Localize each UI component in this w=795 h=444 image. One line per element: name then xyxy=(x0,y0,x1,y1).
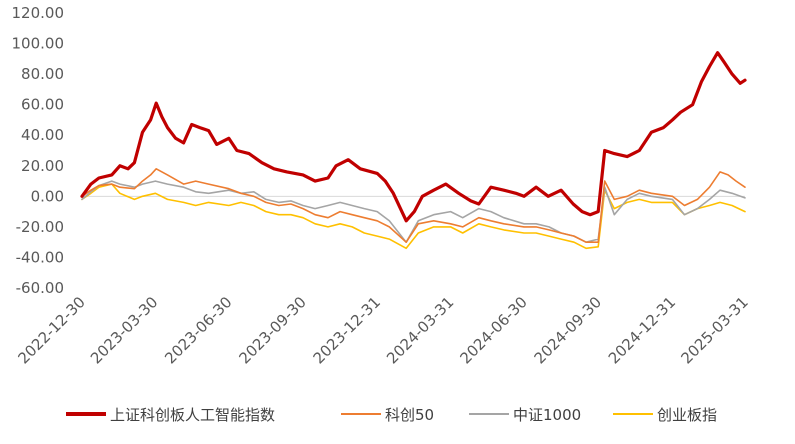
y-tick-label: 40.00 xyxy=(21,126,64,144)
x-tick-label: 2023-03-30 xyxy=(87,293,161,367)
x-tick-label: 2024-06-30 xyxy=(456,293,530,367)
x-tick-label: 2023-06-30 xyxy=(161,293,235,367)
y-tick-label: 120.00 xyxy=(12,4,65,22)
y-tick-label: -60.00 xyxy=(16,279,64,297)
legend-label: 科创50 xyxy=(385,406,434,424)
x-tick-label: 2025-03-31 xyxy=(677,293,751,367)
y-tick-label: 60.00 xyxy=(21,96,64,114)
y-tick-label: -40.00 xyxy=(16,248,64,266)
y-tick-label: 0.00 xyxy=(31,187,64,205)
y-tick-label: 80.00 xyxy=(21,65,64,83)
legend-label: 上证科创板人工智能指数 xyxy=(110,406,275,424)
series-lines xyxy=(80,51,747,250)
series-line-3 xyxy=(81,183,746,250)
y-tick-label: 100.00 xyxy=(12,35,65,53)
x-tick-label: 2023-09-30 xyxy=(235,293,309,367)
legend: 上证科创板人工智能指数 科创50 中证1000 创业板指 xyxy=(66,406,717,424)
y-axis-tick-labels: 120.00 100.00 80.00 60.00 40.00 20.00 0.00 -20.… xyxy=(12,4,65,297)
x-tick-label: 2023-12-31 xyxy=(310,293,384,367)
x-tick-label: 2022-12-30 xyxy=(14,293,88,367)
series-line-1 xyxy=(81,168,746,243)
legend-label: 创业板指 xyxy=(657,406,717,424)
series-line-0 xyxy=(80,51,747,223)
x-tick-label: 2024-09-30 xyxy=(531,293,605,367)
legend-label: 中证1000 xyxy=(513,406,581,424)
y-tick-label: 20.00 xyxy=(21,157,64,175)
x-tick-label: 2024-12-31 xyxy=(605,293,679,367)
y-tick-label: -20.00 xyxy=(16,218,64,236)
x-tick-label: 2024-03-31 xyxy=(383,293,457,367)
